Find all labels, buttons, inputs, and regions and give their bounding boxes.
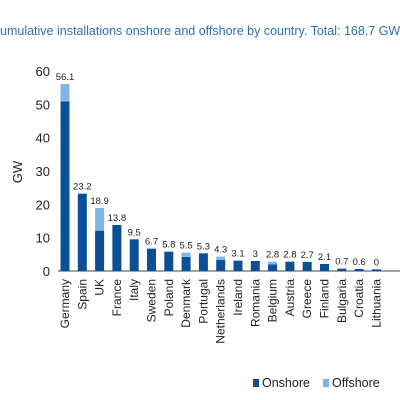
bar-onshore	[112, 225, 122, 271]
bar-onshore	[147, 248, 156, 271]
bar-offshore	[268, 261, 278, 265]
bar-onshore	[60, 101, 70, 271]
category-label: Netherlands	[214, 279, 228, 344]
y-tick-label: 60	[36, 64, 50, 79]
bar-onshore	[285, 261, 295, 271]
bar-offshore	[60, 84, 70, 102]
bar-value-label: 2.1	[318, 252, 331, 263]
bar-value-label: 4.3	[214, 245, 227, 256]
y-tick-label: 50	[36, 97, 50, 112]
bar-value-label: 3	[253, 249, 258, 260]
category-label: France	[110, 279, 124, 317]
bar-onshore	[129, 239, 139, 271]
bar-onshore	[164, 251, 174, 271]
bar-onshore	[77, 193, 87, 271]
chart-title: umulative installations onshore and offs…	[0, 24, 400, 38]
category-label: Austria	[283, 279, 297, 317]
bar-onshore	[302, 262, 312, 271]
bar-onshore	[250, 261, 260, 271]
bar-value-label: 5.5	[179, 241, 192, 252]
category-label: Italy	[127, 279, 141, 301]
category-label: Finland	[318, 279, 332, 318]
bar-onshore	[354, 269, 364, 271]
bar-offshore	[216, 256, 226, 260]
bar-value-label: 3.1	[231, 249, 244, 260]
bar-value-label: 56.1	[56, 72, 75, 83]
category-label: Ireland	[231, 279, 245, 316]
category-label: Bulgaria	[335, 279, 349, 323]
y-tick-label: 20	[36, 197, 50, 212]
bar-value-label: 5.8	[162, 240, 175, 251]
category-label: UK	[93, 279, 107, 296]
y-tick-label: 30	[36, 164, 50, 179]
bar-value-label: 5.3	[197, 241, 210, 252]
category-label: Spain	[75, 279, 89, 310]
bar-value-label: 0.6	[352, 257, 365, 268]
bar-value-label: 2.8	[283, 250, 296, 261]
bar-onshore	[181, 257, 191, 271]
legend-label-offshore: Offshore	[332, 376, 380, 390]
bar-value-label: 2.8	[266, 250, 279, 261]
y-tick-label: 0	[43, 264, 50, 279]
category-label: Portugal	[196, 279, 210, 324]
category-label: Romania	[248, 279, 262, 327]
bar-onshore	[371, 269, 381, 271]
bar-offshore	[181, 252, 191, 257]
bar-onshore	[95, 230, 105, 271]
bar-onshore	[198, 253, 208, 271]
y-tick-label: 10	[36, 231, 50, 246]
bar-value-label: 0.7	[335, 257, 348, 268]
category-label: Croatia	[352, 279, 366, 318]
legend-swatch-onshore	[253, 379, 259, 387]
category-label: Greece	[300, 279, 314, 319]
bar-value-label: 18.9	[90, 196, 109, 207]
bar-value-label: 13.8	[108, 213, 127, 224]
category-label: Denmark	[179, 278, 193, 328]
bar-value-label: 23.2	[73, 182, 92, 193]
category-label: Lithuania	[369, 279, 383, 328]
category-label: Germany	[58, 279, 72, 328]
y-axis-label: GW	[10, 160, 25, 183]
bar-value-label: 6.7	[145, 237, 158, 248]
bar-offshore	[95, 208, 105, 231]
bar-onshore	[320, 264, 329, 271]
bar-value-label: 2.7	[301, 250, 314, 261]
category-label: Sweden	[145, 279, 159, 322]
legend-swatch-offshore	[323, 379, 329, 387]
category-label: Belgium	[266, 279, 280, 322]
bar-onshore	[216, 260, 226, 271]
bar-onshore	[268, 264, 278, 271]
category-label: Poland	[162, 279, 176, 316]
bar-onshore	[233, 260, 243, 271]
bar-value-label: 0	[374, 257, 379, 268]
bar-value-label: 9.5	[128, 227, 141, 238]
legend-label-onshore: Onshore	[262, 376, 310, 390]
bar-onshore	[337, 268, 347, 271]
y-tick-label: 40	[36, 131, 50, 146]
